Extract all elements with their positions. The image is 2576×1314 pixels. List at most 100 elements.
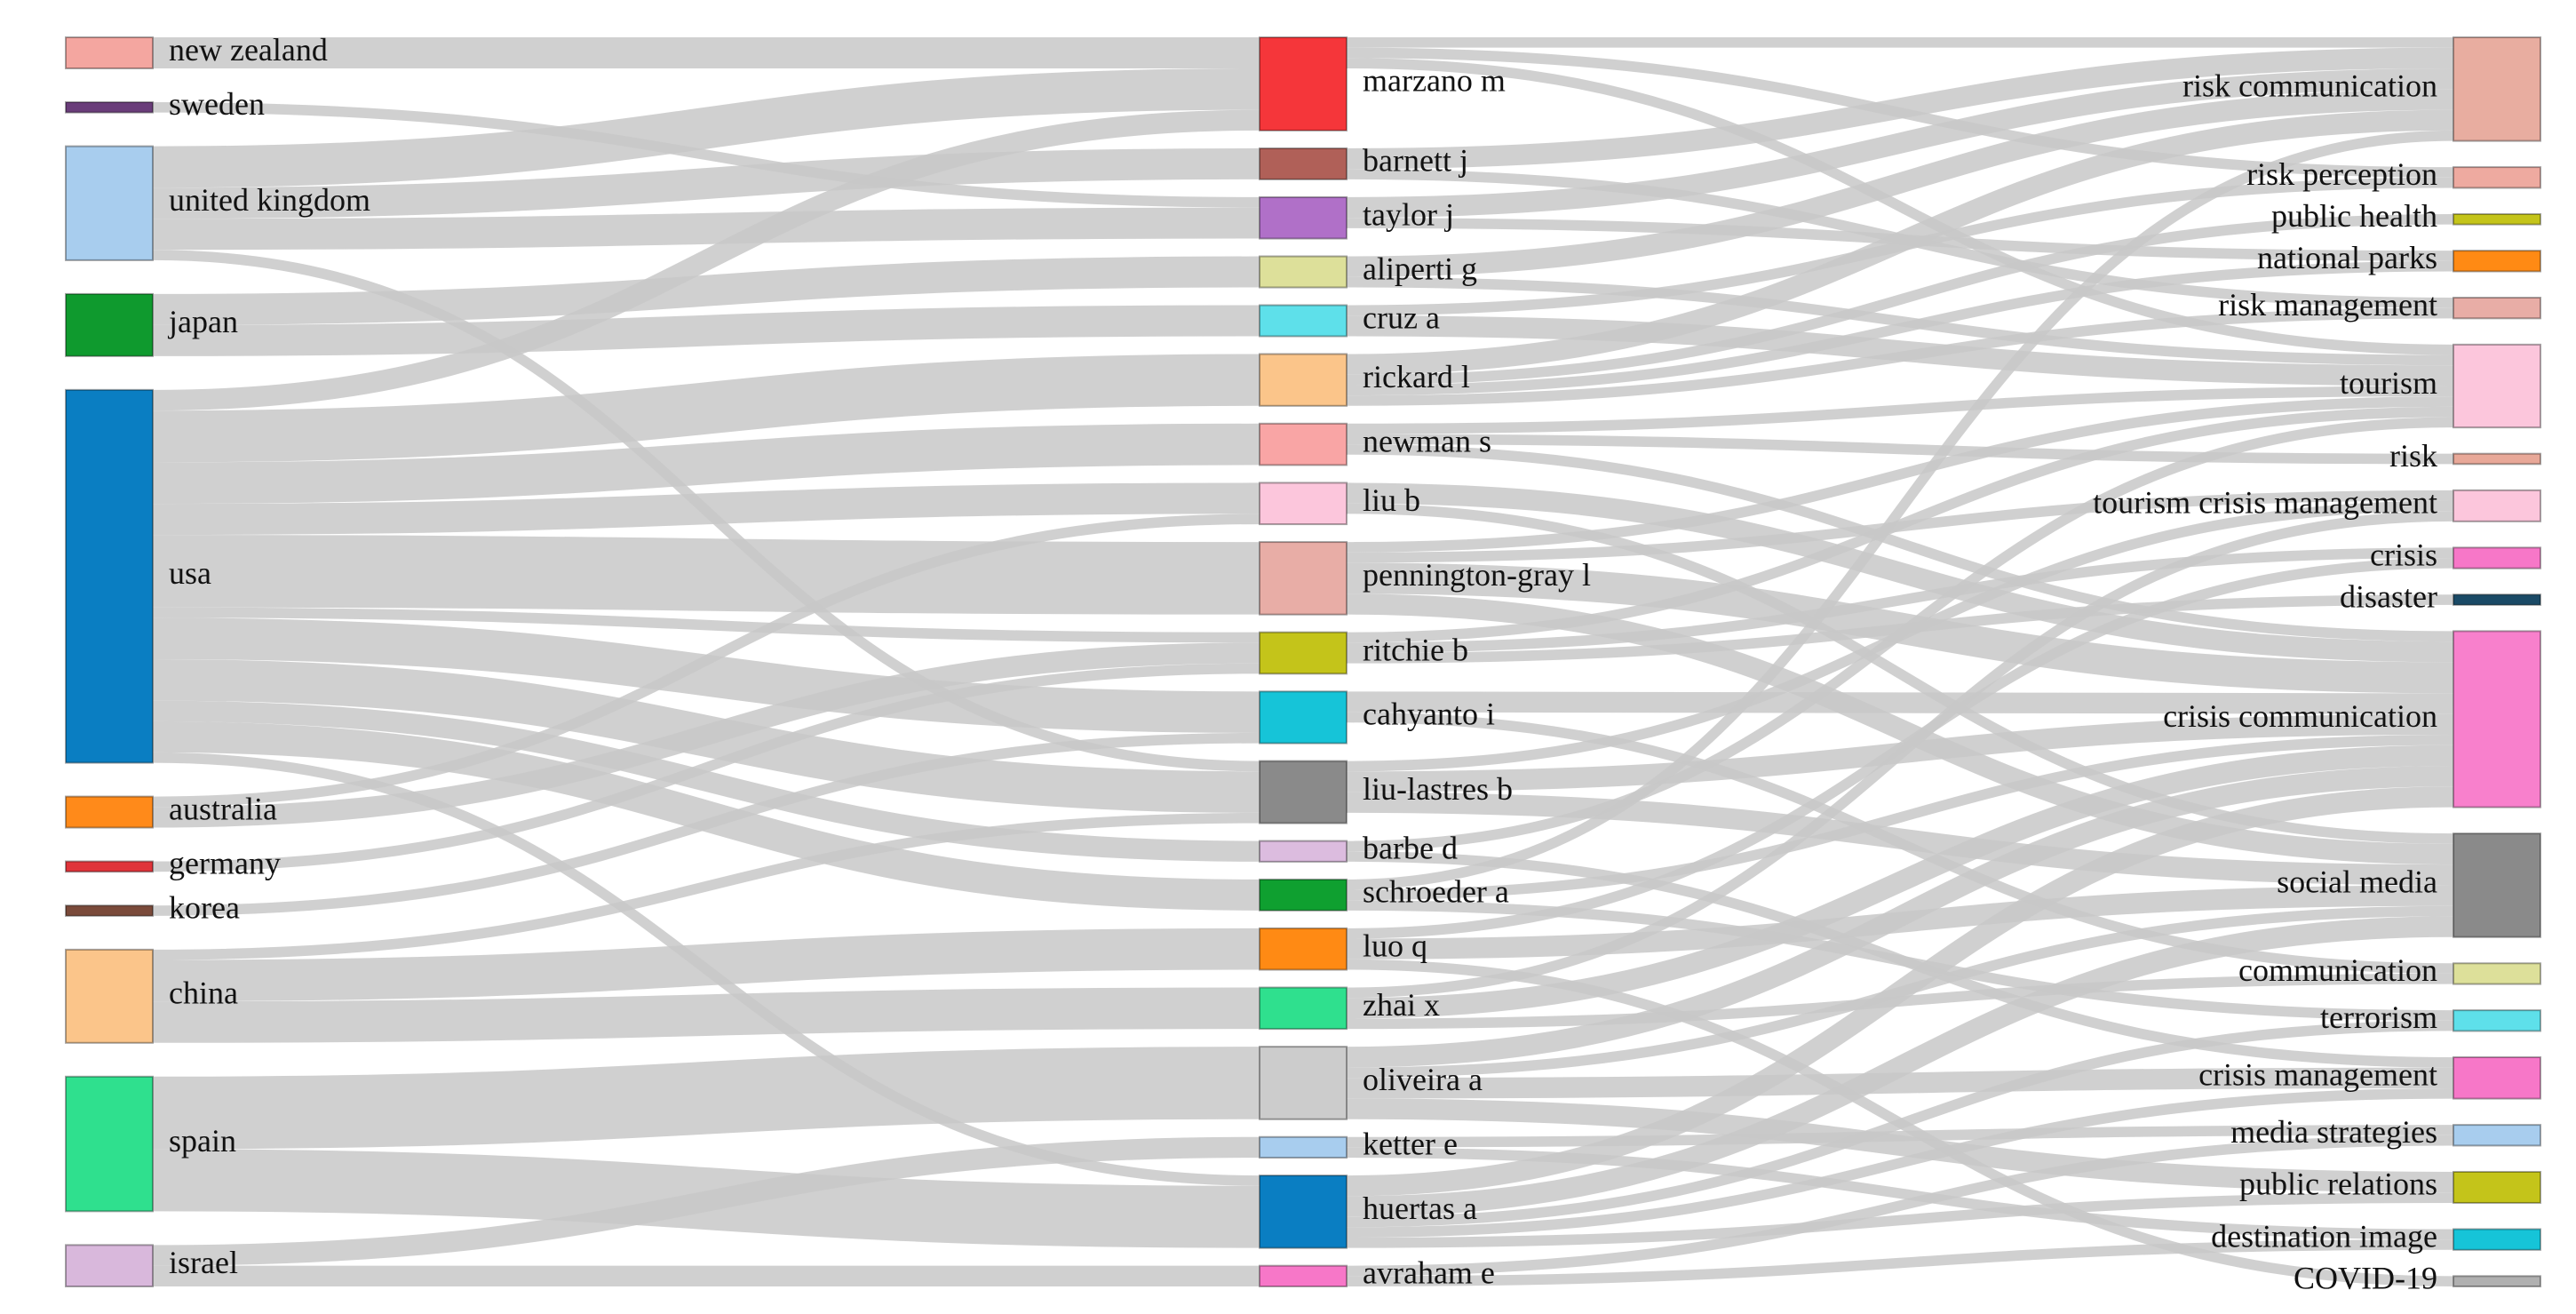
node-oliveira_a[interactable] (1259, 1046, 1348, 1120)
node-national_parks[interactable] (2453, 250, 2541, 273)
node-ritchie_b[interactable] (1259, 631, 1348, 675)
node-barnett_j[interactable] (1259, 147, 1348, 180)
node-label-tourism: tourism (2340, 365, 2437, 401)
node-covid_19[interactable] (2453, 1275, 2541, 1288)
link-ritchie_b-to-tourism (1346, 406, 2454, 643)
node-label-crisis: crisis (2370, 537, 2437, 572)
node-label-crisis_communication: crisis communication (2163, 698, 2437, 734)
node-label-communication: communication (2238, 952, 2437, 988)
node-huertas_a[interactable] (1259, 1175, 1348, 1249)
node-liu_b[interactable] (1259, 482, 1348, 526)
node-risk_communication[interactable] (2453, 36, 2541, 142)
node-crisis_communication[interactable] (2453, 630, 2541, 808)
node-label-rickard_l: rickard l (1363, 359, 1470, 394)
link-schroeder_a-to-risk_communication (1346, 130, 2454, 890)
link-oliveira_a-to-crisis_management (1346, 1067, 2454, 1099)
node-label-public_health: public health (2271, 198, 2437, 234)
link-korea-to-cahyanto_i (152, 732, 1260, 916)
node-rickard_l[interactable] (1259, 353, 1348, 407)
node-label-newman_s: newman s (1363, 423, 1491, 458)
node-risk_management[interactable] (2453, 297, 2541, 320)
link-zhai_x-to-crisis_communication (1346, 745, 2454, 1019)
node-label-luo_q: luo q (1363, 928, 1427, 963)
node-pennington_gray_l[interactable] (1259, 541, 1348, 616)
node-australia[interactable] (65, 795, 154, 829)
node-barbe_d[interactable] (1259, 840, 1348, 863)
node-cahyanto_i[interactable] (1259, 690, 1348, 745)
node-public_health[interactable] (2453, 212, 2541, 226)
node-luo_q[interactable] (1259, 927, 1348, 971)
node-risk[interactable] (2453, 452, 2541, 466)
node-crisis_management[interactable] (2453, 1055, 2541, 1100)
node-germany[interactable] (65, 860, 154, 873)
link-huertas_a-to-public_relations (1346, 1192, 2454, 1248)
node-label-united_kingdom: united kingdom (169, 182, 370, 218)
node-taylor_j[interactable] (1259, 195, 1348, 240)
node-tourism[interactable] (2453, 343, 2541, 429)
link-huertas_a-to-crisis_management (1346, 1087, 2454, 1238)
node-korea[interactable] (65, 904, 154, 917)
node-liu_lastres_b[interactable] (1259, 760, 1348, 824)
node-china[interactable] (65, 948, 154, 1044)
link-china-to-zhai_x (152, 987, 1260, 1043)
node-japan[interactable] (65, 292, 154, 357)
node-disaster[interactable] (2453, 593, 2541, 606)
node-label-ketter_e: ketter e (1363, 1127, 1458, 1162)
link-liu_b-to-crisis_communication (1346, 482, 2454, 663)
node-destination_image[interactable] (2453, 1228, 2541, 1251)
node-label-social_media: social media (2277, 864, 2437, 900)
node-label-australia: australia (169, 791, 277, 826)
link-usa-to-liu_b (152, 482, 1260, 536)
nodes-layer (65, 36, 2541, 1288)
node-crisis[interactable] (2453, 546, 2541, 569)
node-label-china: china (169, 976, 238, 1011)
link-ketter_e-to-media_strategies (1346, 1125, 2454, 1148)
node-israel[interactable] (65, 1244, 154, 1288)
link-spain-to-oliveira_a (152, 1047, 1260, 1150)
node-label-national_parks: national parks (2257, 240, 2437, 275)
link-united_kingdom-to-marzano_m (152, 68, 1260, 188)
node-media_strategies[interactable] (2453, 1124, 2541, 1147)
link-rickard_l-to-public_health (1346, 213, 2454, 386)
node-cruz_a[interactable] (1259, 304, 1348, 338)
link-usa-to-newman_s (152, 423, 1260, 505)
node-sweden[interactable] (65, 100, 154, 114)
link-oliveira_a-to-public_relations (1346, 1098, 2454, 1193)
node-ketter_e[interactable] (1259, 1135, 1348, 1159)
node-marzano_m[interactable] (1259, 36, 1348, 131)
node-label-risk_perception: risk perception (2246, 156, 2437, 192)
node-tourism_crisis_management[interactable] (2453, 489, 2541, 522)
node-new_zealand[interactable] (65, 36, 154, 69)
link-avraham_e-to-destination_image (1346, 1239, 2454, 1286)
node-united_kingdom[interactable] (65, 145, 154, 261)
node-avraham_e[interactable] (1259, 1264, 1348, 1287)
node-label-marzano_m: marzano m (1363, 63, 1506, 99)
node-newman_s[interactable] (1259, 422, 1348, 466)
node-label-disaster: disaster (2340, 578, 2437, 614)
node-label-israel: israel (169, 1245, 238, 1280)
node-label-liu_lastres_b: liu-lastres b (1363, 771, 1513, 807)
link-japan-to-cruz_a (152, 305, 1260, 356)
link-rickard_l-to-risk_management (1346, 307, 2454, 406)
node-social_media[interactable] (2453, 832, 2541, 938)
node-label-korea: korea (169, 889, 240, 925)
link-japan-to-aliperti_g (152, 256, 1260, 325)
link-israel-to-ketter_e (152, 1136, 1260, 1266)
node-communication[interactable] (2453, 962, 2541, 985)
node-terrorism[interactable] (2453, 1009, 2541, 1032)
node-label-cruz_a: cruz a (1363, 299, 1440, 335)
node-usa[interactable] (65, 388, 154, 764)
link-schroeder_a-to-crisis_communication (1346, 734, 2454, 901)
link-cahyanto_i-to-crisis_communication (1346, 691, 2454, 714)
node-label-barbe_d: barbe d (1363, 830, 1458, 865)
node-aliperti_g[interactable] (1259, 255, 1348, 289)
node-label-ritchie_b: ritchie b (1363, 632, 1468, 667)
node-label-aliperti_g: aliperti g (1363, 251, 1477, 286)
node-spain[interactable] (65, 1075, 154, 1213)
node-zhai_x[interactable] (1259, 986, 1348, 1031)
link-usa-to-barbe_d (152, 700, 1260, 862)
node-risk_perception[interactable] (2453, 166, 2541, 189)
node-public_relations[interactable] (2453, 1170, 2541, 1204)
node-label-crisis_management: crisis management (2198, 1057, 2437, 1093)
node-schroeder_a[interactable] (1259, 878, 1348, 912)
